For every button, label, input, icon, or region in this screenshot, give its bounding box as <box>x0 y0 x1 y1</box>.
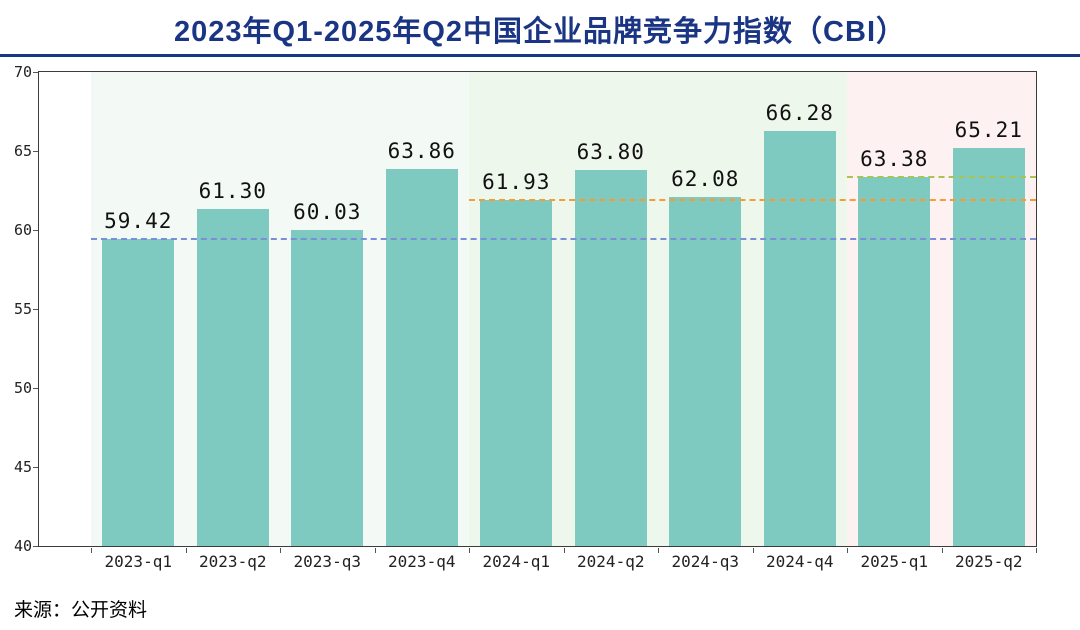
x-axis-tick <box>563 548 565 553</box>
x-tick-label: 2023-q4 <box>388 552 456 571</box>
title-divider <box>0 54 1080 57</box>
x-tick-label: 2023-q1 <box>104 552 172 571</box>
y-tick-label: 55 <box>13 300 32 318</box>
bar-value-label: 60.03 <box>293 199 362 224</box>
x-tick-label: 2023-q2 <box>199 552 267 571</box>
reference-line-2 <box>847 175 1036 178</box>
y-tick-label: 50 <box>13 379 32 397</box>
bar-2024-q3 <box>669 197 742 546</box>
bar-2024-q4 <box>763 130 836 546</box>
reference-line-1 <box>469 198 1036 201</box>
x-axis-tick <box>374 548 376 553</box>
y-axis-tick <box>33 151 38 152</box>
y-axis-tick <box>33 467 38 468</box>
x-tick-label: 2024-q3 <box>671 552 739 571</box>
bar-2023-q3 <box>291 229 364 546</box>
bar-2023-q4 <box>385 169 458 546</box>
bar-value-label: 63.86 <box>387 139 456 163</box>
bar-value-label: 62.08 <box>671 167 740 192</box>
y-tick-label: 45 <box>13 458 32 476</box>
bar-value-label: 61.93 <box>482 169 551 194</box>
source-note: 来源：公开资料 <box>14 600 148 621</box>
x-axis-tick <box>185 548 187 553</box>
x-tick-label: 2023-q3 <box>293 552 361 571</box>
bar-value-label: 65.21 <box>954 117 1023 142</box>
y-axis-tick <box>33 72 38 73</box>
bar-value-label: 63.80 <box>576 139 645 164</box>
y-tick-label: 70 <box>13 63 32 81</box>
bar-value-label: 59.42 <box>104 209 173 234</box>
x-tick-label: 2024-q4 <box>766 552 834 571</box>
x-axis-tick <box>91 548 92 553</box>
bar-2024-q2 <box>574 169 647 546</box>
y-tick-label: 40 <box>13 537 32 555</box>
x-axis-tick <box>752 548 754 553</box>
bar-2023-q2 <box>196 209 269 546</box>
bar-2025-q1 <box>858 176 931 546</box>
reference-line-0 <box>91 238 1036 241</box>
y-axis-tick <box>33 309 38 310</box>
x-axis-tick <box>469 548 470 553</box>
bar-2025-q2 <box>952 147 1025 546</box>
x-tick-label: 2024-q1 <box>482 552 550 571</box>
bar-value-label: 63.38 <box>860 146 929 171</box>
y-axis-tick <box>33 546 38 547</box>
x-axis-tick <box>847 548 848 553</box>
x-axis-tick <box>1036 548 1037 553</box>
bar-2024-q1 <box>480 199 553 546</box>
bar-value-label: 61.30 <box>198 179 267 204</box>
chart-title: 2023年Q1-2025年Q2中国企业品牌竞争力指数（CBI） <box>174 16 906 48</box>
y-axis-tick <box>33 230 38 231</box>
x-tick-label: 2025-q1 <box>860 552 928 571</box>
x-tick-label: 2024-q2 <box>577 552 645 571</box>
y-tick-label: 65 <box>13 142 32 160</box>
x-tick-label: 2025-q2 <box>955 552 1023 571</box>
x-axis-tick <box>280 548 281 553</box>
bar-value-label: 66.28 <box>765 100 834 125</box>
x-axis-tick <box>941 548 943 553</box>
y-axis-tick <box>33 388 38 389</box>
y-tick-label: 60 <box>13 221 32 239</box>
x-axis-tick <box>658 548 659 553</box>
plot-area: 59.42 61.30 60.03 63.86 61.93 63.80 62.08 66.28… <box>38 71 1037 547</box>
bar-2023-q1 <box>102 239 175 546</box>
